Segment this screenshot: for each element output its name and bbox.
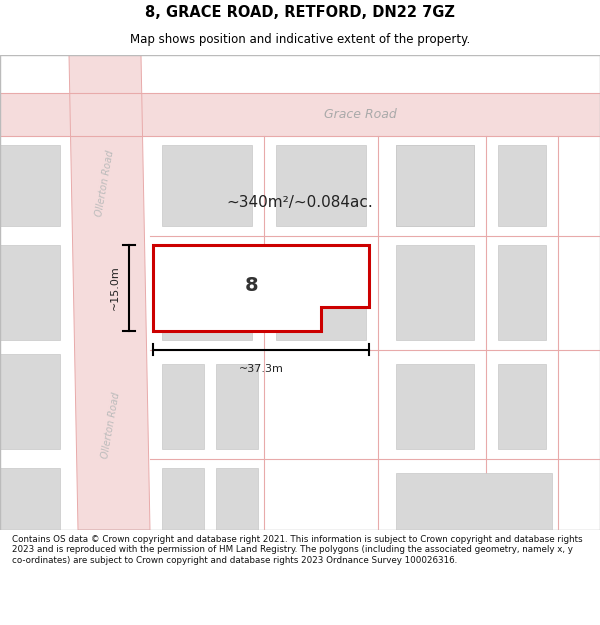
Bar (0, 245, 60, 340)
Bar (396, 364, 474, 449)
Text: 8: 8 (245, 276, 259, 295)
Bar (162, 364, 204, 449)
Bar (498, 245, 546, 340)
Bar (162, 468, 204, 530)
Bar (396, 145, 474, 226)
Bar (216, 364, 258, 449)
Bar (276, 245, 366, 340)
Text: Ollerton Road: Ollerton Road (94, 149, 116, 218)
Bar (276, 145, 366, 226)
Text: Ollerton Road: Ollerton Road (100, 391, 122, 459)
Bar (162, 245, 252, 340)
Text: Contains OS data © Crown copyright and database right 2021. This information is : Contains OS data © Crown copyright and d… (12, 535, 583, 564)
Polygon shape (69, 55, 150, 530)
Bar (0, 145, 60, 226)
Text: Map shows position and indicative extent of the property.: Map shows position and indicative extent… (130, 33, 470, 46)
Bar (0, 468, 60, 530)
Bar (498, 145, 546, 226)
Text: ~37.3m: ~37.3m (239, 364, 283, 374)
Bar (162, 145, 252, 226)
Bar (498, 364, 546, 449)
Text: Grace Road: Grace Road (323, 108, 397, 121)
Text: ~15.0m: ~15.0m (110, 266, 120, 310)
Text: ~340m²/~0.084ac.: ~340m²/~0.084ac. (227, 195, 373, 210)
Polygon shape (153, 245, 369, 331)
Bar (216, 468, 258, 530)
Bar (396, 473, 552, 530)
Polygon shape (0, 93, 600, 136)
Bar (396, 145, 474, 226)
Bar (396, 245, 474, 340)
Bar (0, 354, 60, 449)
Text: 8, GRACE ROAD, RETFORD, DN22 7GZ: 8, GRACE ROAD, RETFORD, DN22 7GZ (145, 4, 455, 19)
